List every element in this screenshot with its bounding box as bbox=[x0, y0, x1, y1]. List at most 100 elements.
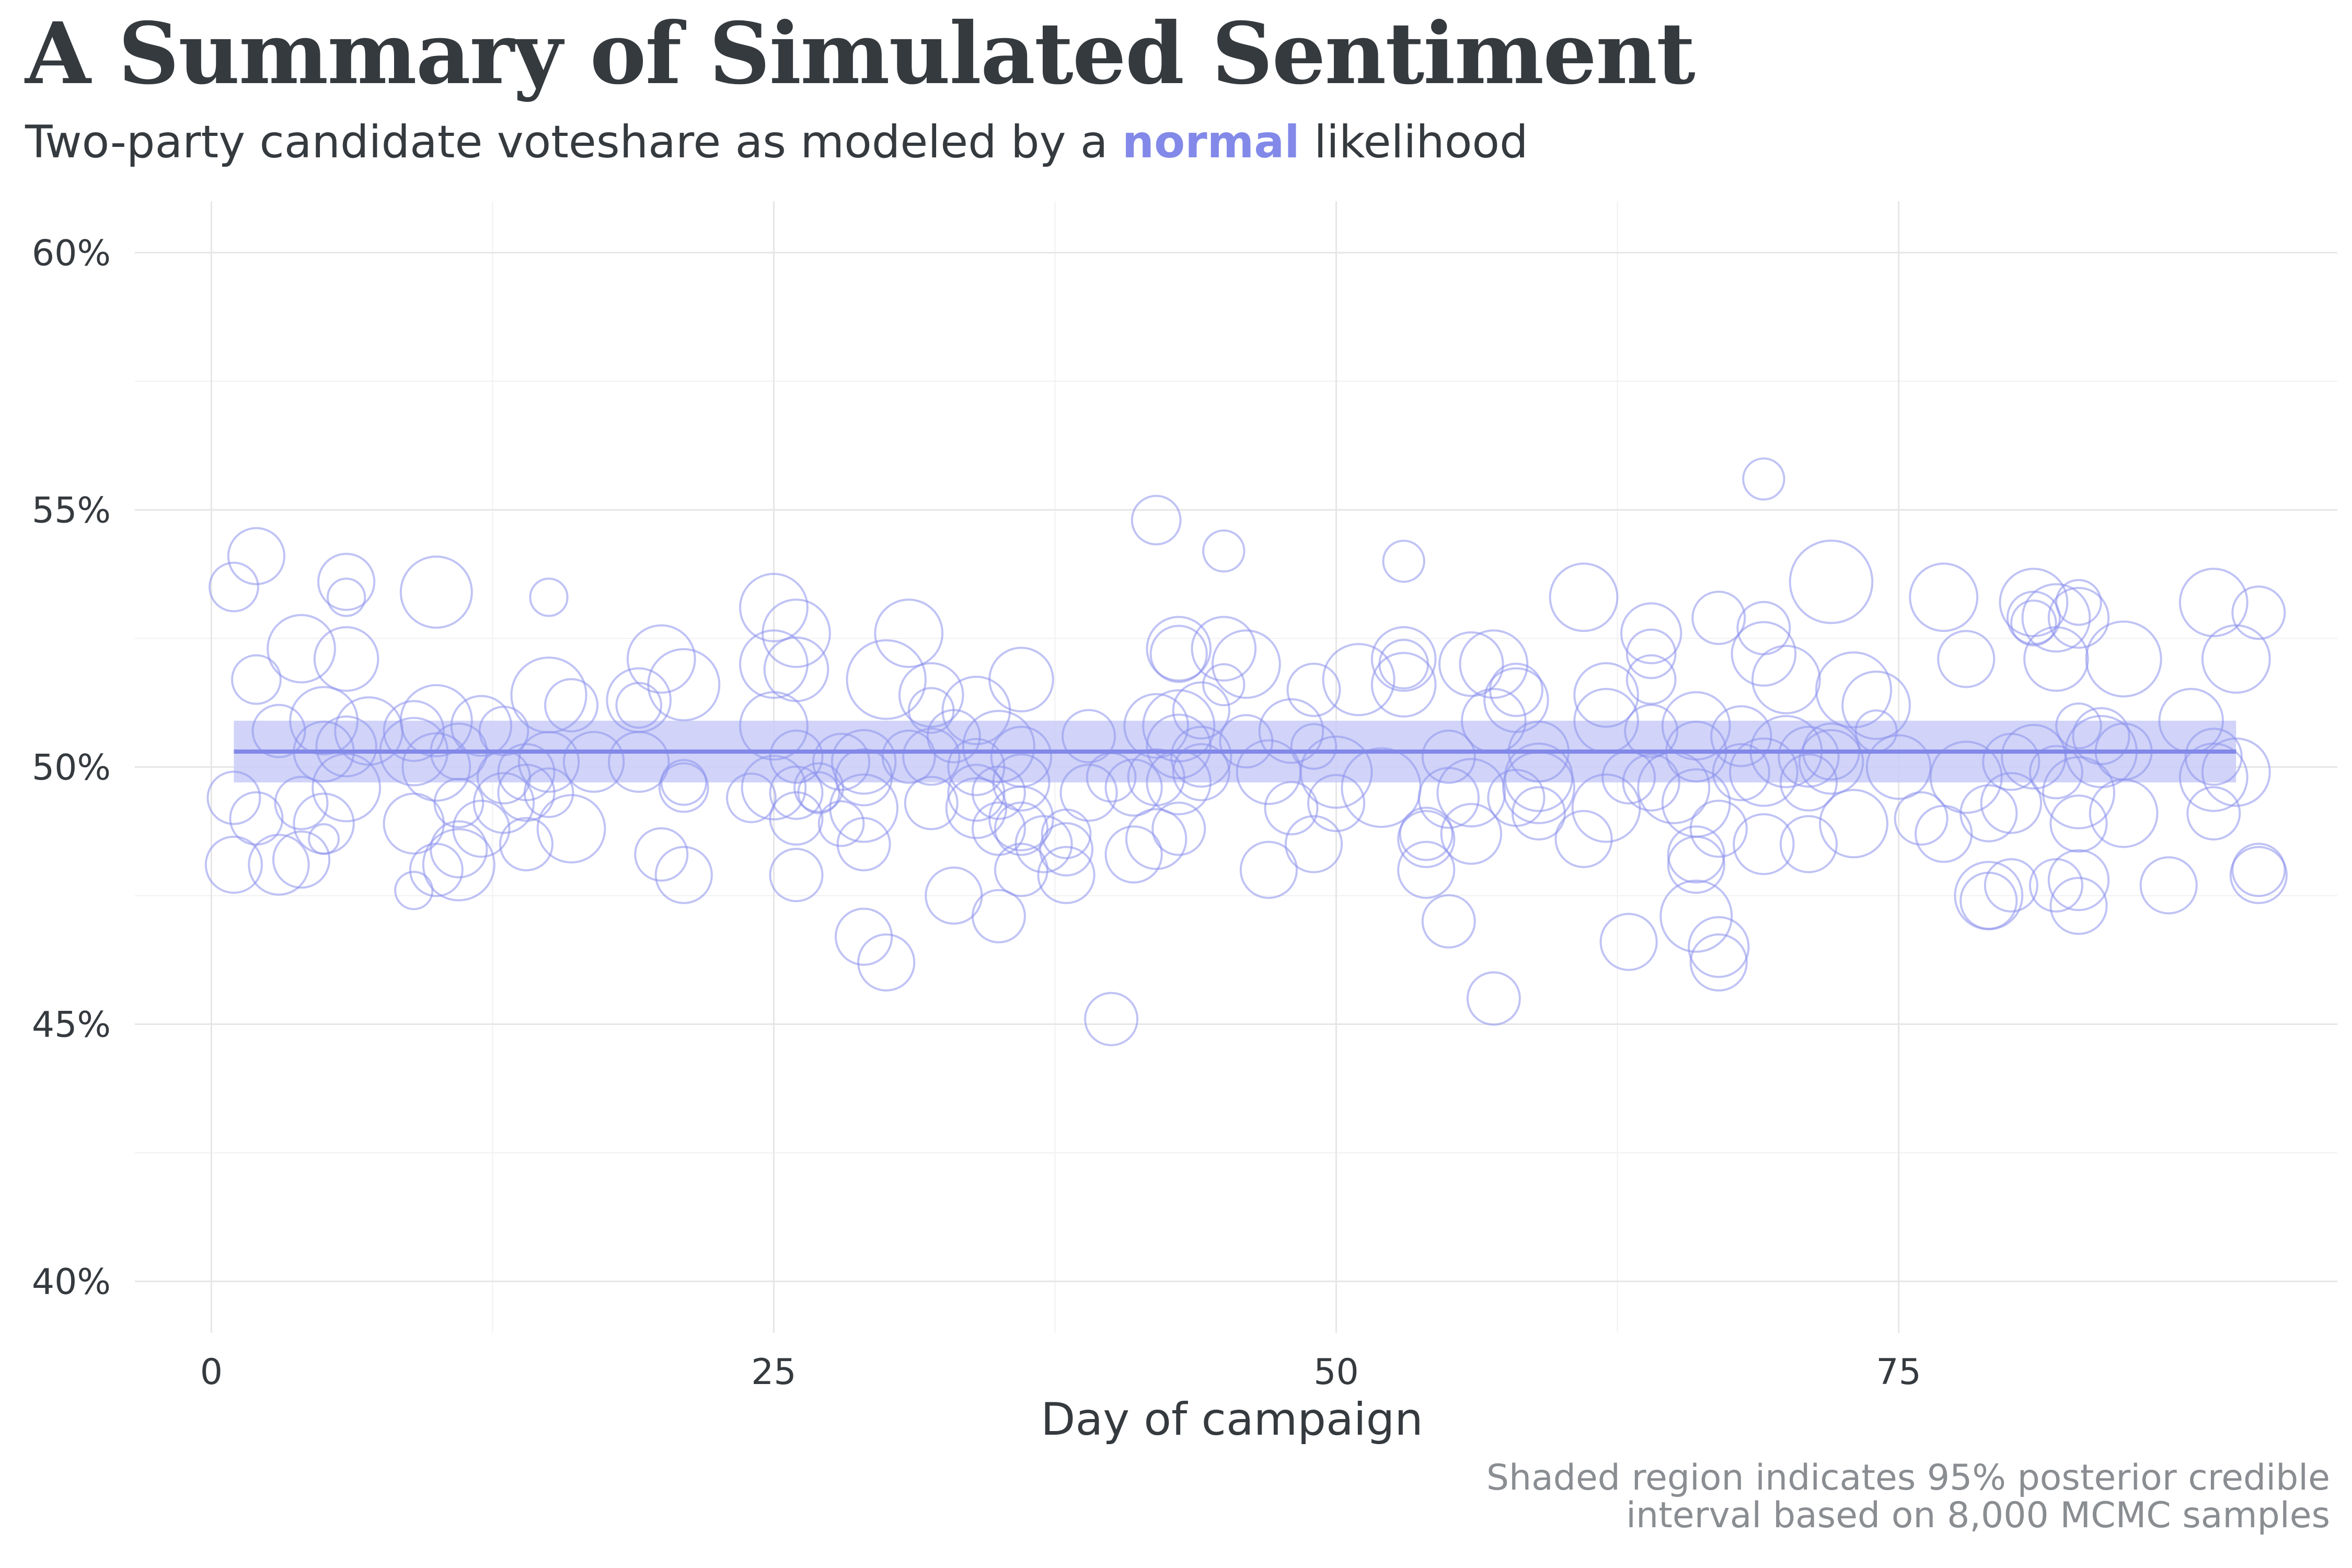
data-point bbox=[1751, 644, 1821, 714]
data-point bbox=[1511, 786, 1566, 841]
data-point bbox=[1625, 628, 1677, 679]
x-tick-label: 75 bbox=[1876, 1352, 1921, 1393]
data-point bbox=[1688, 916, 1750, 978]
data-point bbox=[1284, 815, 1343, 873]
data-point bbox=[399, 684, 473, 757]
data-point bbox=[1378, 639, 1429, 690]
data-point bbox=[1382, 539, 1425, 583]
data-point bbox=[499, 817, 554, 872]
data-point bbox=[2023, 626, 2089, 692]
data-point bbox=[394, 871, 434, 910]
data-point bbox=[763, 636, 829, 702]
y-tick-label: 50% bbox=[32, 747, 111, 789]
data-point bbox=[1667, 835, 1725, 894]
data-point bbox=[2055, 702, 2102, 750]
data-point bbox=[988, 647, 1054, 713]
data-point bbox=[1731, 621, 1797, 687]
data-point bbox=[2178, 742, 2249, 812]
data-point bbox=[1397, 840, 1456, 899]
data-point bbox=[881, 729, 936, 784]
data-point bbox=[227, 527, 286, 585]
data-point bbox=[1149, 625, 1208, 683]
data-point bbox=[2028, 745, 2083, 800]
data-point bbox=[812, 733, 871, 791]
data-point bbox=[2047, 849, 2110, 912]
data-point bbox=[2085, 620, 2162, 698]
data-point bbox=[1125, 808, 1187, 870]
data-point bbox=[1421, 729, 1476, 784]
data-point bbox=[399, 555, 473, 629]
data-point bbox=[1146, 616, 1212, 682]
data-point bbox=[1661, 691, 1731, 761]
data-point bbox=[1929, 741, 2003, 814]
x-tick-label: 25 bbox=[751, 1352, 797, 1393]
data-point bbox=[1894, 791, 1949, 846]
data-point bbox=[272, 831, 331, 889]
y-tick-label: 60% bbox=[32, 233, 111, 274]
x-axis-label: Day of campaign bbox=[1041, 1393, 1423, 1446]
data-point bbox=[902, 728, 961, 786]
caption-line-1: Shaded region indicates 95% posterior cr… bbox=[1486, 1457, 2330, 1498]
data-point bbox=[1062, 709, 1116, 764]
data-point bbox=[1307, 774, 1366, 832]
data-point bbox=[383, 792, 445, 855]
data-point bbox=[1459, 629, 1529, 699]
data-point bbox=[1170, 725, 1232, 788]
data-point bbox=[433, 777, 485, 828]
data-point bbox=[2178, 568, 2249, 637]
data-point bbox=[1370, 652, 1437, 718]
data-point bbox=[1202, 529, 1246, 573]
data-point bbox=[1489, 662, 1543, 717]
data-point bbox=[835, 907, 893, 966]
data-point bbox=[1573, 662, 1639, 728]
data-point bbox=[523, 767, 574, 818]
data-point bbox=[2201, 737, 2271, 807]
data-point bbox=[1710, 705, 1772, 767]
data-point bbox=[517, 731, 580, 793]
data-point bbox=[1211, 629, 1281, 699]
data-point bbox=[1399, 806, 1454, 861]
data-point bbox=[1438, 631, 1504, 697]
data-point bbox=[658, 762, 709, 813]
data-point bbox=[1172, 681, 1230, 740]
x-tick-label: 50 bbox=[1313, 1352, 1359, 1393]
data-point bbox=[1059, 764, 1118, 822]
data-point bbox=[1172, 743, 1230, 801]
data-point bbox=[274, 776, 329, 831]
data-point bbox=[1397, 810, 1456, 868]
data-point bbox=[1440, 803, 1503, 865]
data-point bbox=[769, 791, 824, 846]
data-point bbox=[1571, 773, 1641, 843]
data-point bbox=[1937, 630, 1996, 688]
data-point bbox=[1620, 602, 1682, 664]
data-point bbox=[312, 753, 382, 823]
chart-title: A Summary of Simulated Sentiment bbox=[25, 4, 1696, 103]
data-point bbox=[251, 704, 306, 758]
data-point bbox=[829, 773, 899, 843]
data-point bbox=[267, 614, 336, 684]
data-point bbox=[2049, 794, 2108, 853]
data-point bbox=[1689, 933, 1748, 992]
data-point bbox=[1622, 753, 1680, 812]
data-point bbox=[1084, 991, 1139, 1046]
data-point bbox=[1258, 698, 1324, 764]
data-point bbox=[634, 827, 689, 882]
data-point bbox=[1733, 813, 1795, 875]
data-point bbox=[769, 848, 824, 903]
data-point bbox=[231, 654, 282, 705]
data-point bbox=[2229, 846, 2288, 904]
data-point bbox=[836, 817, 891, 872]
y-tick-labels: 40% 45% 50% 55% 60% bbox=[32, 233, 111, 1302]
data-point bbox=[994, 801, 1048, 856]
data-point bbox=[2231, 843, 2286, 897]
data-point bbox=[1815, 651, 1893, 729]
data-point bbox=[1554, 810, 1613, 868]
data-point bbox=[313, 626, 379, 692]
data-point bbox=[1625, 654, 1677, 705]
data-point bbox=[409, 843, 464, 897]
data-point bbox=[874, 598, 944, 668]
data-point bbox=[1915, 804, 1973, 863]
data-point bbox=[1789, 539, 1874, 625]
data-point bbox=[1980, 772, 2043, 834]
